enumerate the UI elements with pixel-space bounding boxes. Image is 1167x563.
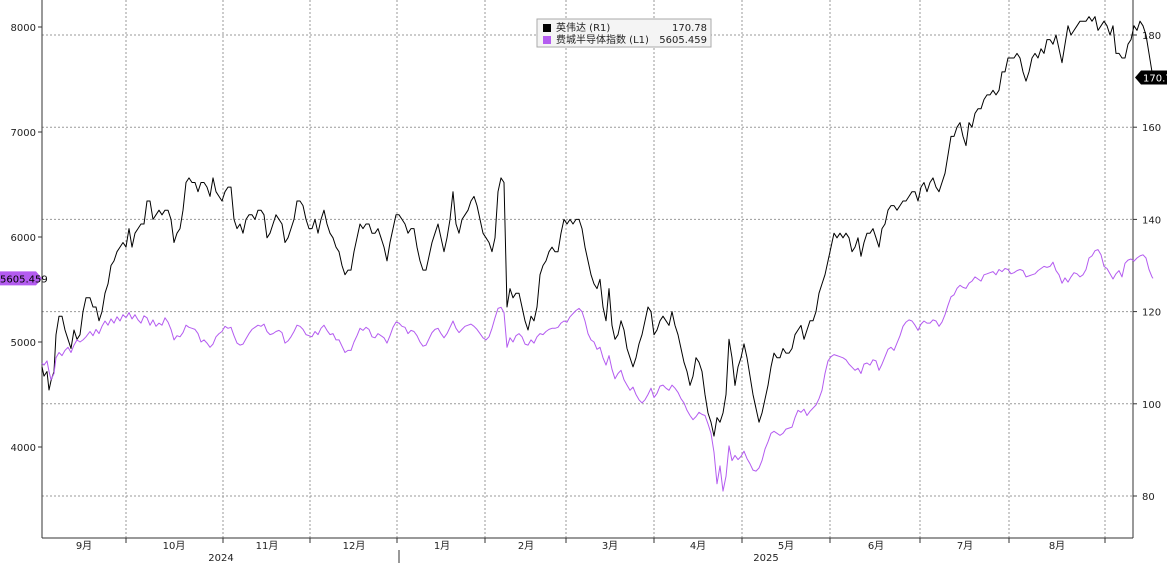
- axes: 80 100 120 140 160 180 4000 5000 6000 7000 8000 9月 1…: [11, 0, 1161, 563]
- legend-swatch: [543, 36, 551, 44]
- month-label: 5月: [778, 540, 794, 552]
- series-line-sox: [41, 249, 1154, 492]
- value-tags: 170.78 5605.459: [0, 70, 1167, 286]
- month-label: 4月: [690, 540, 706, 552]
- nvda-value-tag: 170.78: [1135, 70, 1167, 85]
- right-tick-label: 140: [1142, 215, 1161, 226]
- nvda-value-tag-text: 170.78: [1143, 74, 1167, 85]
- month-label: 8月: [1049, 540, 1065, 552]
- legend-box: 英伟达 (R1) 170.78 费城半导体指数 (L1) 5605.459: [536, 18, 712, 48]
- month-label: 11月: [256, 540, 279, 552]
- legend: 英伟达 (R1) 170.78 费城半导体指数 (L1) 5605.459: [536, 18, 712, 48]
- right-tick-label: 180: [1142, 31, 1161, 42]
- left-tick-label: 6000: [11, 233, 36, 244]
- series-line-nvda: [41, 16, 1154, 437]
- right-tick-label: 120: [1142, 308, 1161, 319]
- month-label: 1月: [434, 540, 450, 552]
- left-tick-label: 7000: [11, 128, 36, 139]
- left-tick-label: 5000: [11, 338, 36, 349]
- month-label: 6月: [868, 540, 884, 552]
- left-tick-label: 8000: [11, 23, 36, 34]
- month-label: 9月: [76, 540, 92, 552]
- legend-swatch: [543, 24, 551, 32]
- legend-series-value: 170.78: [672, 23, 707, 34]
- legend-series-name: 英伟达 (R1): [556, 21, 610, 34]
- month-label: 2月: [518, 540, 534, 552]
- left-tick-label: 4000: [11, 443, 36, 454]
- right-tick-label: 80: [1142, 492, 1155, 503]
- month-label: 10月: [163, 540, 186, 552]
- year-label: 2024: [208, 553, 233, 563]
- right-tick-label: 100: [1142, 400, 1161, 411]
- sox-value-tag: 5605.459: [0, 271, 48, 286]
- sox-value-tag-text: 5605.459: [0, 274, 48, 285]
- legend-series-value: 5605.459: [659, 35, 707, 46]
- month-label: 3月: [602, 540, 618, 552]
- right-tick-label: 160: [1142, 123, 1161, 134]
- month-label: 12月: [343, 540, 366, 552]
- month-label: 7月: [957, 540, 973, 552]
- legend-series-name: 费城半导体指数 (L1): [556, 33, 649, 46]
- year-label: 2025: [753, 553, 778, 563]
- grid: [42, 0, 1133, 538]
- plot-area: [41, 16, 1154, 492]
